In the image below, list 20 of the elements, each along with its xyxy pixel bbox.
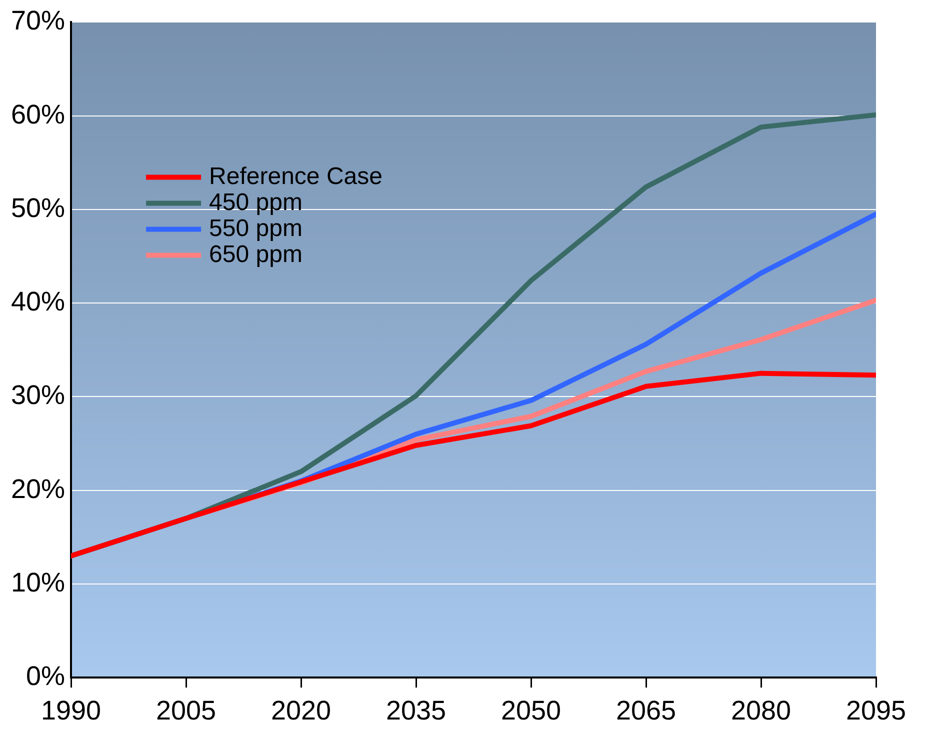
x-tick-label: 2050: [500, 695, 562, 726]
y-tick-label: 40%: [10, 286, 66, 317]
x-tick-label: 2080: [730, 695, 792, 726]
legend-label: Reference Case: [209, 162, 382, 190]
legend-label: 550 ppm: [209, 214, 302, 242]
y-tick-label: 30%: [10, 380, 66, 410]
x-tick-label: 2065: [616, 695, 676, 726]
y-tick-label: 60%: [10, 99, 66, 130]
x-tick-label: 2020: [270, 695, 332, 726]
x-tick-label: 2035: [386, 695, 446, 726]
x-tick-label: 2005: [156, 695, 216, 726]
y-tick-label: 70%: [10, 6, 66, 36]
legend-label: 650 ppm: [209, 240, 302, 268]
legend-label: 450 ppm: [209, 188, 302, 216]
x-tick-label: 2095: [846, 695, 906, 726]
y-tick-label: 10%: [10, 567, 66, 598]
y-tick-label: 0%: [26, 661, 66, 692]
y-tick-label: 20%: [10, 474, 66, 504]
y-tick-label: 50%: [10, 192, 66, 223]
x-tick-label: 1990: [41, 695, 102, 726]
